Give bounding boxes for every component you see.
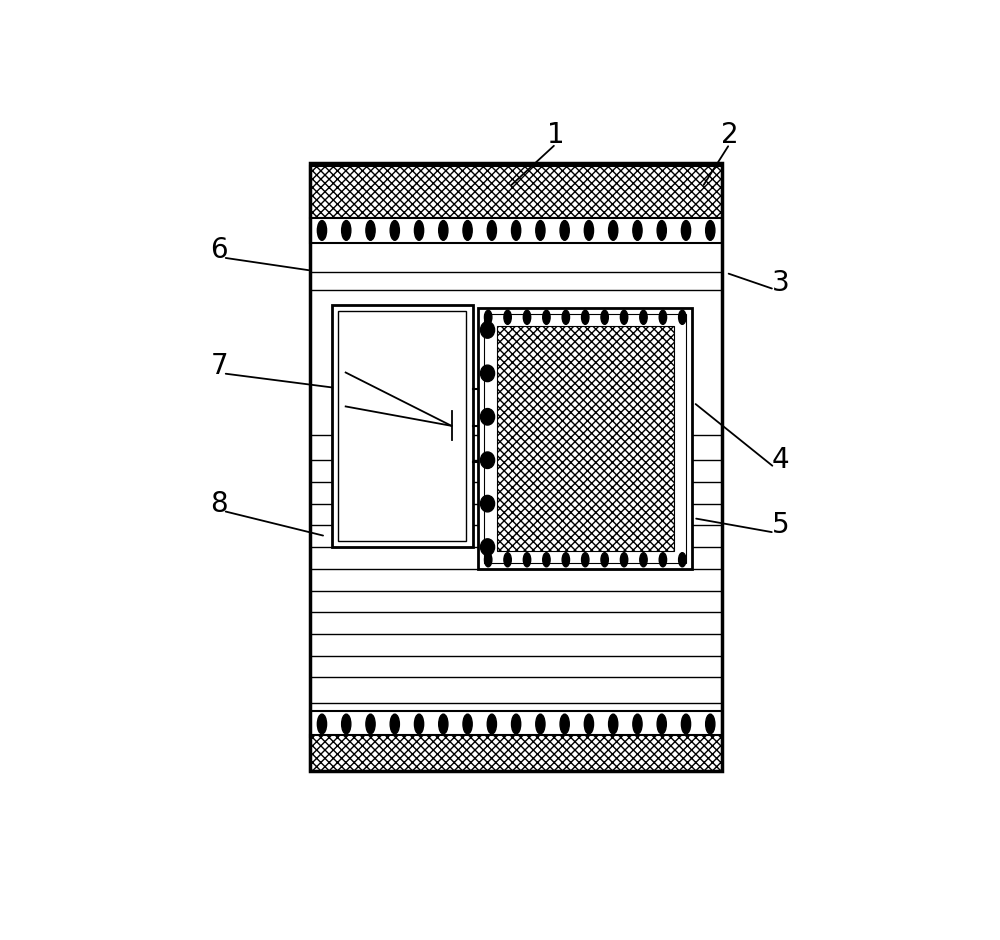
Ellipse shape: [390, 714, 399, 734]
Ellipse shape: [484, 553, 492, 567]
Ellipse shape: [342, 221, 351, 241]
Ellipse shape: [523, 553, 531, 567]
Ellipse shape: [582, 553, 589, 567]
Bar: [310, 712, 722, 737]
Ellipse shape: [609, 221, 618, 241]
Bar: [310, 164, 722, 772]
Ellipse shape: [582, 310, 589, 324]
Ellipse shape: [657, 714, 666, 734]
Ellipse shape: [512, 221, 521, 241]
Ellipse shape: [366, 714, 375, 734]
Ellipse shape: [562, 310, 570, 324]
Ellipse shape: [480, 409, 495, 425]
Ellipse shape: [562, 553, 570, 567]
Ellipse shape: [584, 714, 594, 734]
Ellipse shape: [463, 221, 472, 241]
Ellipse shape: [480, 539, 495, 556]
Bar: [310, 218, 722, 243]
Ellipse shape: [620, 553, 628, 567]
Ellipse shape: [706, 714, 715, 734]
Ellipse shape: [439, 714, 448, 734]
Ellipse shape: [414, 714, 424, 734]
Ellipse shape: [640, 553, 647, 567]
Text: 7: 7: [211, 352, 228, 380]
Ellipse shape: [584, 221, 594, 241]
Ellipse shape: [439, 221, 448, 241]
Ellipse shape: [706, 221, 715, 241]
Ellipse shape: [480, 495, 495, 512]
Ellipse shape: [633, 221, 642, 241]
Text: 5: 5: [771, 511, 789, 540]
Text: 1: 1: [547, 120, 565, 149]
Ellipse shape: [484, 310, 492, 324]
Text: 6: 6: [211, 236, 228, 264]
Ellipse shape: [536, 714, 545, 734]
Bar: [332, 305, 473, 547]
Ellipse shape: [609, 714, 618, 734]
Ellipse shape: [601, 310, 608, 324]
Ellipse shape: [504, 310, 511, 324]
Ellipse shape: [342, 714, 351, 734]
Ellipse shape: [480, 452, 495, 468]
Ellipse shape: [560, 714, 569, 734]
Ellipse shape: [523, 310, 531, 324]
Ellipse shape: [487, 221, 496, 241]
Ellipse shape: [317, 714, 327, 734]
Ellipse shape: [390, 221, 399, 241]
Ellipse shape: [512, 714, 521, 734]
Ellipse shape: [536, 221, 545, 241]
Text: 4: 4: [771, 446, 789, 474]
Ellipse shape: [504, 553, 511, 567]
Ellipse shape: [679, 553, 686, 567]
Ellipse shape: [480, 365, 495, 382]
Bar: [310, 735, 722, 772]
Ellipse shape: [560, 221, 569, 241]
Bar: [310, 165, 722, 218]
Text: 8: 8: [211, 490, 228, 518]
Ellipse shape: [601, 553, 608, 567]
Ellipse shape: [640, 310, 647, 324]
Bar: [497, 326, 674, 551]
Ellipse shape: [633, 714, 642, 734]
Ellipse shape: [659, 310, 667, 324]
Text: 3: 3: [771, 269, 789, 297]
Ellipse shape: [480, 321, 495, 338]
Bar: [478, 308, 692, 569]
Ellipse shape: [681, 714, 691, 734]
Bar: [484, 314, 686, 563]
Ellipse shape: [679, 310, 686, 324]
Ellipse shape: [657, 221, 666, 241]
Ellipse shape: [659, 553, 667, 567]
Ellipse shape: [317, 221, 327, 241]
Ellipse shape: [543, 310, 550, 324]
Ellipse shape: [681, 221, 691, 241]
Text: 2: 2: [721, 120, 738, 149]
Ellipse shape: [414, 221, 424, 241]
Ellipse shape: [366, 221, 375, 241]
Ellipse shape: [487, 714, 496, 734]
Ellipse shape: [463, 714, 472, 734]
Ellipse shape: [620, 310, 628, 324]
Ellipse shape: [543, 553, 550, 567]
Bar: [338, 311, 466, 540]
